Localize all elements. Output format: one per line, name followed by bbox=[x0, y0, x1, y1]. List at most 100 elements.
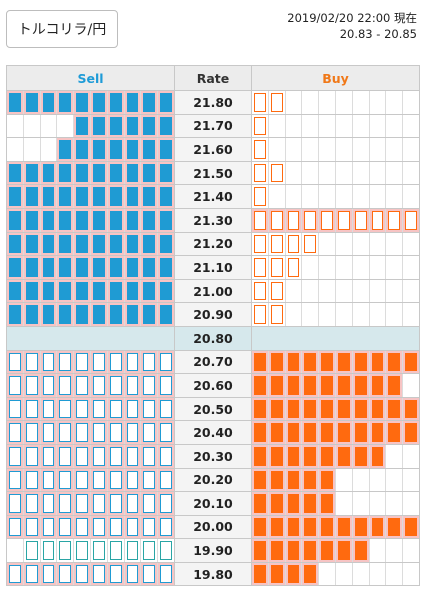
sell-depth-block bbox=[90, 232, 108, 256]
sell-depth-block bbox=[124, 539, 142, 562]
sell-depth-block bbox=[124, 114, 142, 138]
sell-depth-block bbox=[141, 539, 159, 562]
buy-depth-block bbox=[268, 421, 286, 444]
rate-cell: 20.60 bbox=[174, 373, 252, 398]
buy-depth-block bbox=[252, 91, 269, 114]
sell-depth-cell bbox=[6, 443, 175, 469]
buy-depth-block bbox=[302, 539, 320, 562]
buy-depth-cell bbox=[251, 467, 420, 493]
buy-depth-block bbox=[370, 303, 387, 326]
table-row: 19.90 bbox=[6, 538, 420, 563]
sell-depth-cell bbox=[6, 255, 175, 280]
sell-depth-block bbox=[124, 562, 142, 586]
sell-depth-block bbox=[107, 161, 125, 185]
buy-depth-block bbox=[369, 515, 387, 539]
buy-depth-block bbox=[269, 185, 286, 208]
sell-depth-block bbox=[74, 208, 91, 232]
buy-depth-block bbox=[335, 444, 353, 468]
sell-depth-block bbox=[107, 562, 125, 586]
table-row: 21.50 bbox=[6, 160, 420, 186]
buy-depth-block bbox=[336, 468, 353, 492]
buy-depth-block bbox=[302, 161, 320, 185]
currency-pair-button[interactable]: トルコリラ/円 bbox=[6, 10, 118, 48]
buy-depth-block bbox=[319, 374, 336, 397]
rate-cell: 21.30 bbox=[174, 207, 252, 233]
sell-depth-block bbox=[141, 185, 159, 208]
buy-depth-block bbox=[386, 232, 404, 256]
rate-cell: 21.00 bbox=[174, 278, 252, 304]
buy-depth-block bbox=[268, 232, 286, 256]
sell-depth-block bbox=[7, 444, 24, 468]
table-row: 20.00 bbox=[6, 514, 420, 540]
buy-depth-block bbox=[386, 444, 404, 468]
buy-depth-block bbox=[319, 350, 336, 374]
sell-depth-cell bbox=[6, 349, 175, 375]
sell-depth-block bbox=[23, 256, 41, 279]
buy-depth-cell bbox=[251, 207, 420, 233]
buy-depth-block bbox=[369, 444, 387, 468]
buy-depth-block bbox=[252, 208, 269, 232]
sell-depth-block bbox=[40, 562, 58, 586]
buy-depth-block bbox=[319, 515, 336, 539]
sell-depth-cell bbox=[6, 325, 175, 351]
order-book-table: Sell Rate Buy 21.80 21.70 21.60 21.50 21.40 2… bbox=[6, 65, 420, 587]
sell-depth-block bbox=[124, 468, 142, 492]
buy-depth-block bbox=[252, 279, 269, 303]
sell-depth-block bbox=[57, 444, 75, 468]
table-row: 20.80 bbox=[6, 325, 420, 351]
buy-depth-block bbox=[252, 232, 269, 256]
sell-depth-block bbox=[40, 279, 58, 303]
sell-depth-block bbox=[74, 374, 91, 397]
buy-depth-block bbox=[319, 444, 336, 468]
table-row: 21.20 bbox=[6, 231, 420, 257]
table-row: 21.70 bbox=[6, 113, 420, 139]
buy-depth-block bbox=[386, 161, 404, 185]
buy-depth-block bbox=[252, 161, 269, 185]
buy-depth-block bbox=[336, 114, 353, 138]
sell-depth-cell bbox=[6, 160, 175, 186]
buy-depth-block bbox=[335, 515, 353, 539]
sell-depth-block bbox=[57, 468, 75, 492]
buy-depth-block bbox=[403, 256, 419, 279]
sell-depth-block bbox=[40, 492, 58, 515]
sell-depth-block bbox=[74, 539, 91, 562]
buy-depth-block bbox=[370, 138, 387, 161]
sell-depth-block bbox=[141, 350, 159, 374]
buy-depth-block bbox=[386, 303, 404, 326]
sell-depth-block bbox=[141, 515, 159, 539]
sell-depth-block bbox=[90, 350, 108, 374]
buy-depth-block bbox=[370, 562, 387, 586]
buy-depth-block bbox=[403, 350, 419, 374]
buy-depth-cell bbox=[251, 137, 420, 162]
buy-depth-block bbox=[386, 539, 404, 562]
sell-depth-block bbox=[158, 279, 174, 303]
buy-depth-cell bbox=[251, 514, 420, 540]
sell-depth-block bbox=[74, 256, 91, 279]
buy-depth-block bbox=[319, 539, 336, 562]
buy-depth-block bbox=[268, 374, 286, 397]
sell-depth-block bbox=[74, 421, 91, 444]
sell-depth-block bbox=[90, 279, 108, 303]
sell-depth-block bbox=[107, 468, 125, 492]
table-row: 21.10 bbox=[6, 255, 420, 280]
sell-depth-block bbox=[124, 138, 142, 161]
buy-depth-block bbox=[352, 421, 370, 444]
rate-cell: 20.50 bbox=[174, 396, 252, 422]
sell-depth-block bbox=[90, 562, 108, 586]
sell-depth-block bbox=[57, 185, 75, 208]
buy-depth-block bbox=[403, 115, 419, 138]
buy-depth-block bbox=[353, 185, 370, 208]
sell-depth-block bbox=[57, 492, 75, 515]
buy-depth-cell bbox=[251, 443, 420, 469]
rate-cell: 21.60 bbox=[174, 137, 252, 162]
buy-depth-block bbox=[302, 303, 320, 326]
buy-depth-block bbox=[403, 515, 419, 539]
buy-depth-cell bbox=[251, 113, 420, 139]
timestamp-block: 2019/02/20 22:00 現在 20.83 - 20.85 bbox=[287, 10, 417, 42]
sell-depth-block bbox=[74, 232, 91, 256]
buy-depth-block bbox=[336, 232, 353, 256]
buy-depth-block bbox=[285, 232, 303, 256]
sell-depth-block bbox=[23, 562, 41, 586]
sell-depth-block bbox=[7, 397, 24, 421]
buy-depth-block bbox=[352, 397, 370, 421]
